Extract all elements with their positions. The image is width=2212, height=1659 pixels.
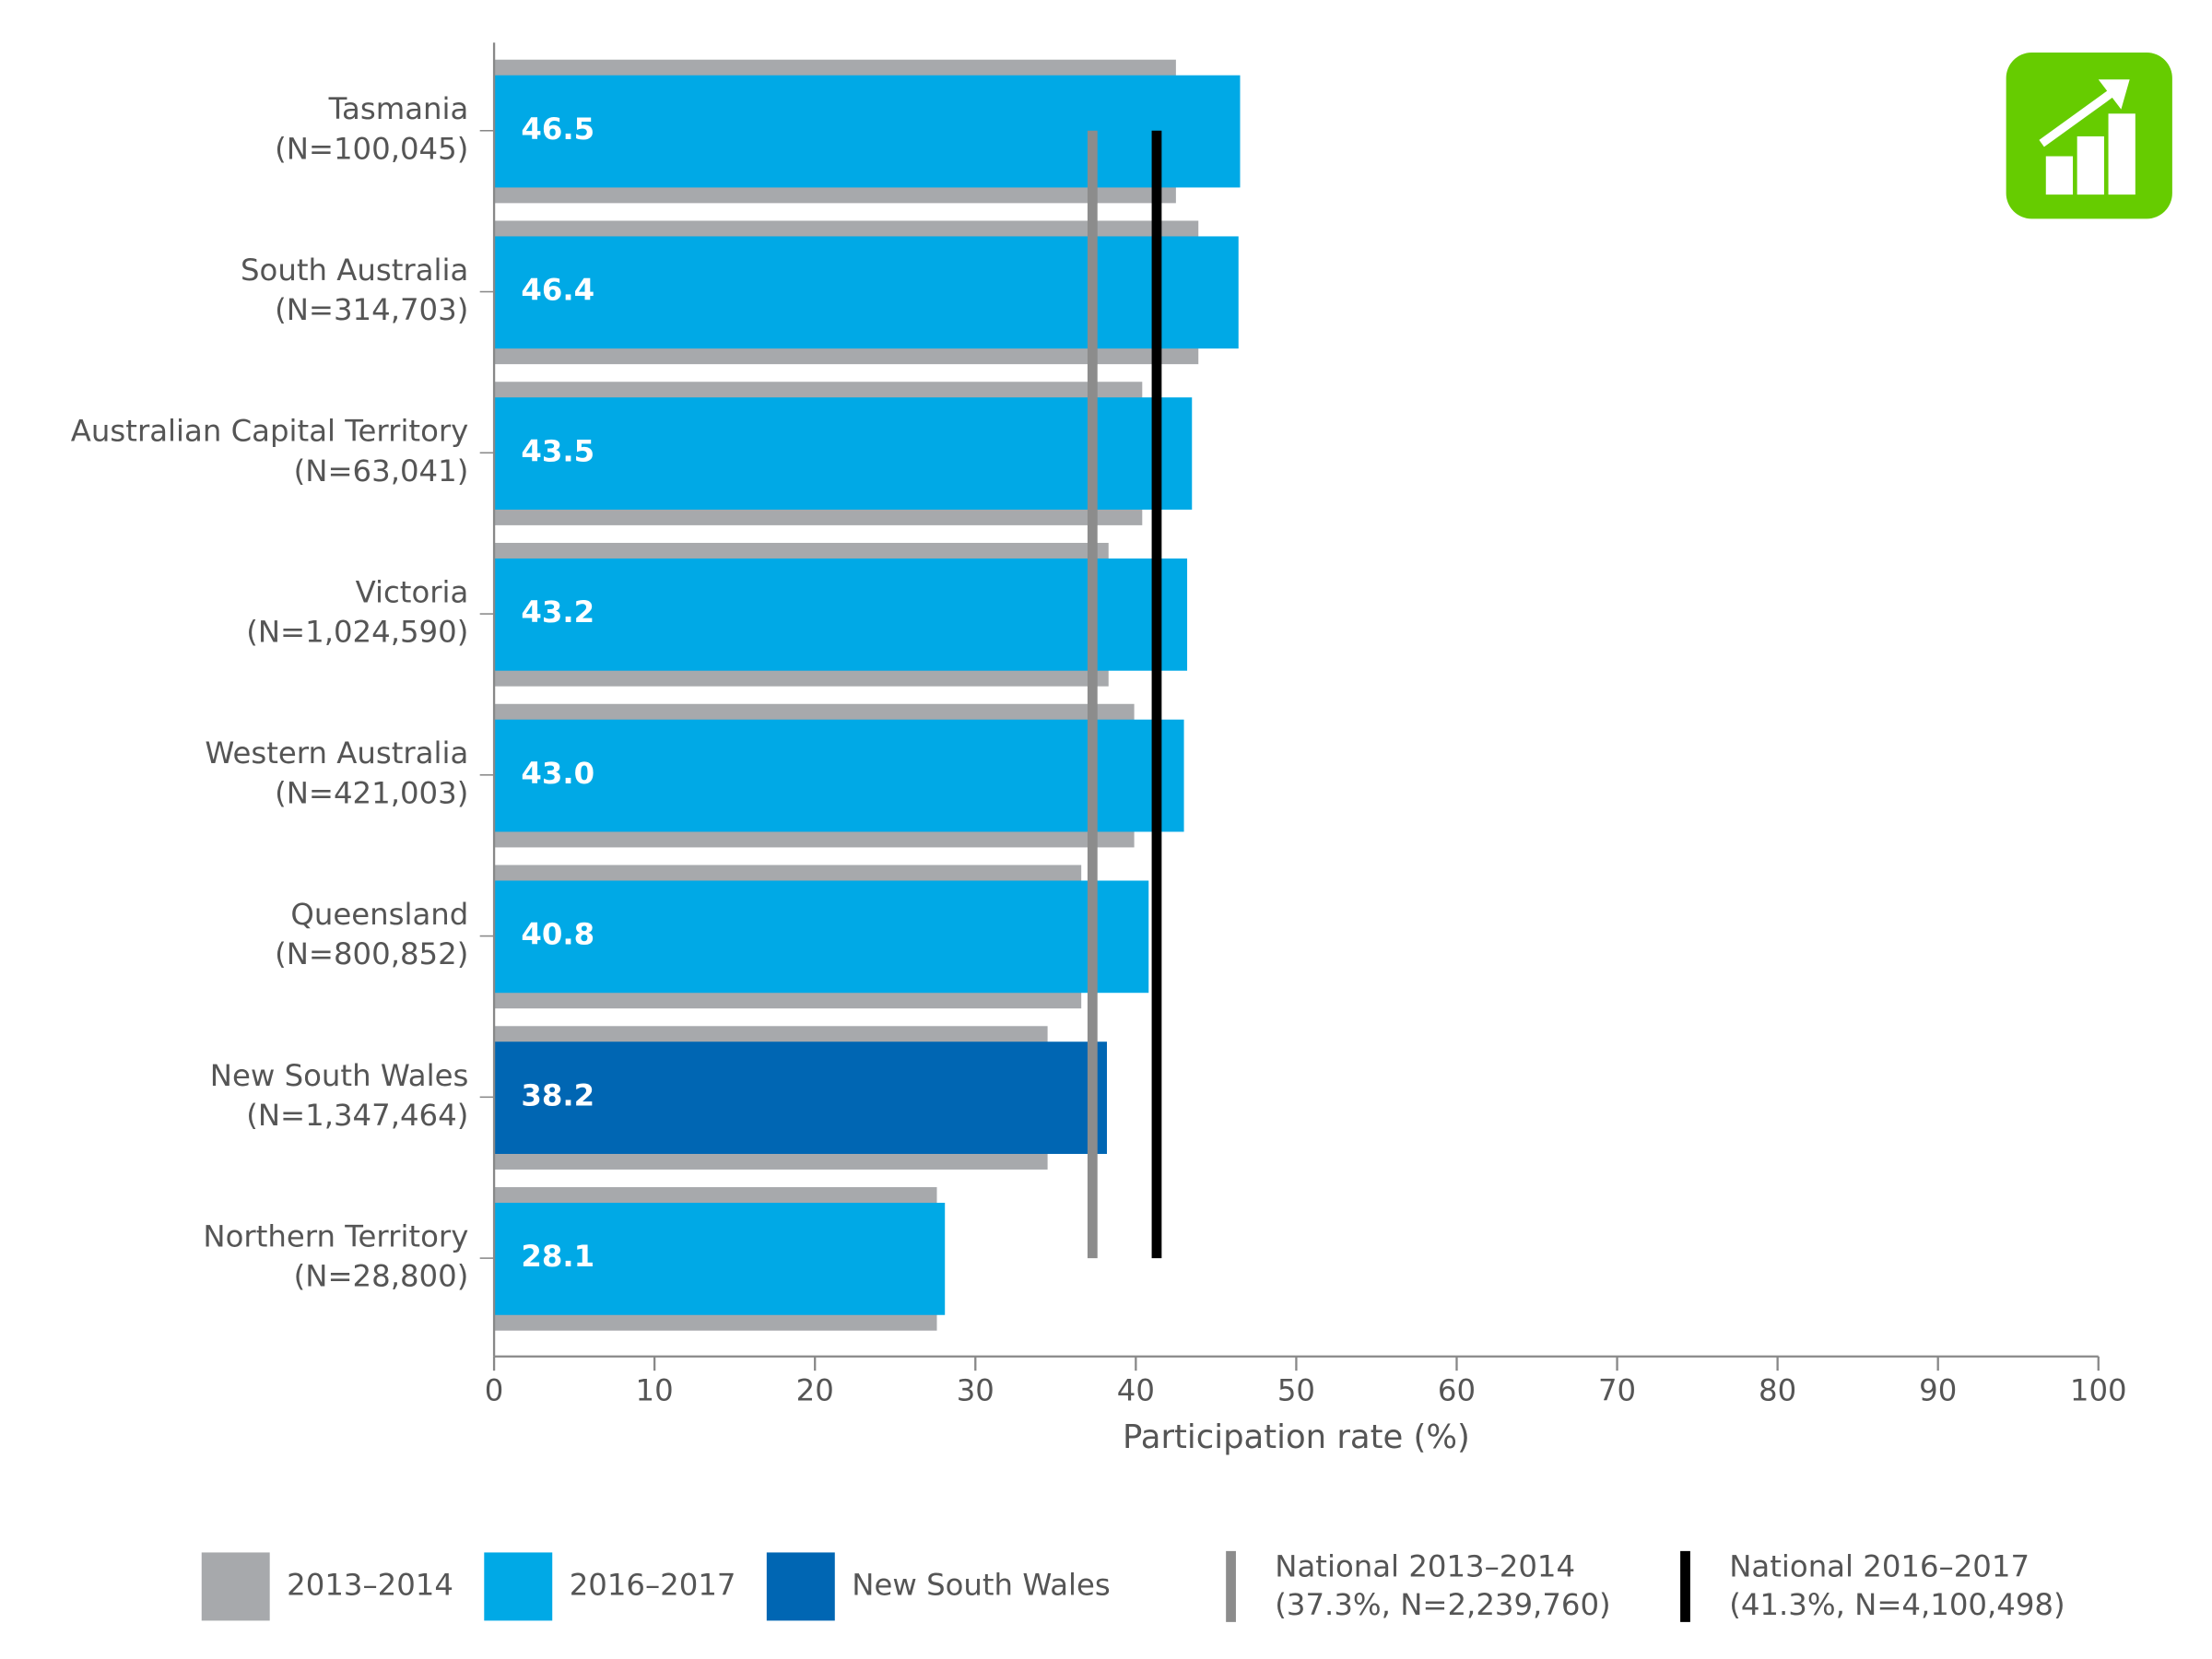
- x-tick-label: 40: [1117, 1372, 1155, 1407]
- data-label: 43.5: [521, 433, 594, 468]
- x-tick-label: 100: [2070, 1372, 2127, 1407]
- x-tick-label: 70: [1598, 1372, 1636, 1407]
- data-label: 46.4: [521, 273, 594, 308]
- bar: [494, 75, 1241, 188]
- bar: [494, 880, 1149, 994]
- x-tick-label: 60: [1438, 1372, 1476, 1407]
- y-tick-label: (N=314,703): [275, 292, 468, 327]
- x-tick-label: 30: [957, 1372, 994, 1407]
- bar: [494, 719, 1184, 832]
- x-tick-label: 20: [796, 1372, 834, 1407]
- y-tick-label: (N=800,852): [275, 936, 468, 971]
- bar: [494, 558, 1188, 671]
- x-tick-label: 10: [636, 1372, 674, 1407]
- y-tick-label: (N=63,041): [294, 453, 469, 488]
- y-tick-label: Western Australia: [205, 735, 468, 771]
- bar: [494, 1041, 1108, 1154]
- y-tick-label: Australian Capital Territory: [71, 414, 469, 449]
- y-tick-label: (N=1,024,590): [246, 615, 468, 650]
- legend-label: National 2016–2017: [1729, 1548, 2030, 1583]
- legend-label: 2016–2017: [570, 1567, 736, 1602]
- y-tick-label: (N=421,003): [275, 775, 468, 810]
- legend-swatch: [766, 1552, 835, 1621]
- legend-label: 2013–2014: [287, 1567, 453, 1602]
- data-label: 40.8: [521, 917, 594, 952]
- data-label: 38.2: [521, 1077, 594, 1112]
- x-tick-label: 0: [485, 1372, 504, 1407]
- y-tick-label: (N=28,800): [294, 1259, 469, 1294]
- x-axis-title: Participation rate (%): [1123, 1418, 1470, 1456]
- y-tick-label: South Australia: [241, 253, 468, 288]
- data-label: 43.0: [521, 756, 594, 791]
- x-tick-label: 80: [1759, 1372, 1796, 1407]
- legend-label: National 2013–2014: [1275, 1548, 1575, 1583]
- y-tick-label: Northern Territory: [203, 1219, 468, 1254]
- y-tick-label: (N=1,347,464): [246, 1098, 468, 1133]
- y-tick-label: Queensland: [290, 897, 468, 932]
- y-tick-label: New South Wales: [210, 1058, 469, 1093]
- y-tick-label: Victoria: [356, 574, 469, 609]
- legend-swatch: [201, 1552, 270, 1621]
- legend-swatch: [484, 1552, 553, 1621]
- data-label: 28.1: [521, 1239, 594, 1274]
- y-tick-label: Tasmania: [328, 91, 469, 126]
- legend-label: (37.3%, N=2,239,760): [1275, 1587, 1610, 1622]
- data-label: 43.2: [521, 594, 594, 629]
- y-tick-label: (N=100,045): [275, 131, 468, 166]
- bar: [494, 397, 1193, 510]
- bar: [494, 236, 1239, 349]
- data-label: 46.5: [521, 112, 594, 147]
- x-tick-label: 90: [1919, 1372, 1957, 1407]
- legend-label: New South Wales: [852, 1567, 1111, 1602]
- icon: [2006, 53, 2172, 219]
- bar: [494, 1203, 946, 1315]
- x-tick-label: 50: [1277, 1372, 1315, 1407]
- legend-label: (41.3%, N=4,100,498): [1729, 1587, 2065, 1622]
